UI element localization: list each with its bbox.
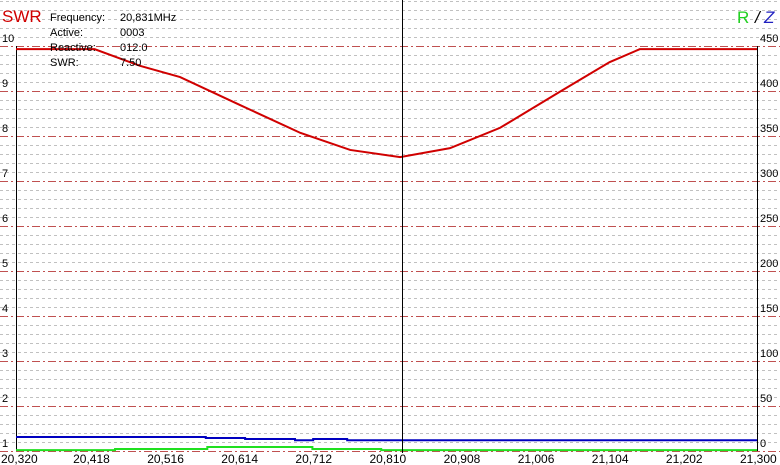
x-tick-label: 20,810 bbox=[370, 452, 407, 465]
z-axis-title: Z bbox=[763, 8, 775, 27]
readout-label: Active: bbox=[50, 27, 83, 39]
readout-label: Reactive: bbox=[50, 42, 96, 54]
x-tick-label: 20,712 bbox=[295, 452, 332, 465]
r-axis-title: R bbox=[737, 8, 749, 27]
y-left-tick-label: 6 bbox=[2, 213, 8, 225]
x-tick-label: 20,614 bbox=[221, 452, 258, 465]
y-right-tick-label: 200 bbox=[760, 258, 778, 270]
readout-label: Frequency: bbox=[50, 12, 105, 24]
y-right-tick-label: 450 bbox=[760, 33, 778, 45]
y-right-tick-label: 100 bbox=[760, 348, 778, 360]
y-right-tick-label: 0 bbox=[760, 438, 766, 450]
x-tick-label: 20,418 bbox=[73, 452, 110, 465]
y-left-tick-label: 1 bbox=[2, 438, 8, 450]
readout-value: 20,831MHz bbox=[120, 12, 176, 24]
axis-title-separator: / bbox=[754, 8, 762, 27]
readout-value: 012.0 bbox=[120, 42, 148, 54]
y-right-tick-label: 50 bbox=[760, 393, 772, 405]
y-right-tick-label: 150 bbox=[760, 303, 778, 315]
x-tick-label: 20,908 bbox=[444, 452, 481, 465]
x-tick-label: 21,202 bbox=[666, 452, 703, 465]
y-right-tick-label: 350 bbox=[760, 123, 778, 135]
series-line-2 bbox=[16, 446, 757, 452]
y-left-tick-label: 10 bbox=[2, 33, 14, 45]
x-tick-label: 21,006 bbox=[518, 452, 555, 465]
y-left-tick-label: 2 bbox=[2, 393, 8, 405]
y-right-tick-label: 250 bbox=[760, 213, 778, 225]
x-tick-label: 20,516 bbox=[147, 452, 184, 465]
series-line-1 bbox=[16, 435, 757, 442]
x-tick-label: 21,104 bbox=[592, 452, 629, 465]
readout-value: 0003 bbox=[120, 27, 144, 39]
readout-value: 7.50 bbox=[120, 57, 141, 69]
x-tick-label: 20,320 bbox=[1, 452, 38, 465]
y-right-tick-label: 400 bbox=[760, 78, 778, 90]
x-tick-label: 21,300 bbox=[740, 452, 777, 465]
series-line-0 bbox=[16, 48, 757, 159]
readout-label: SWR: bbox=[50, 57, 79, 69]
y-left-tick-label: 5 bbox=[2, 258, 8, 270]
y-left-tick-label: 3 bbox=[2, 348, 8, 360]
y-left-tick-label: 7 bbox=[2, 168, 8, 180]
y-left-tick-label: 8 bbox=[2, 123, 8, 135]
y-right-tick-label: 300 bbox=[760, 168, 778, 180]
swr-axis-title: SWR bbox=[2, 7, 42, 26]
y-left-tick-label: 4 bbox=[2, 303, 8, 315]
y-left-tick-label: 9 bbox=[2, 78, 8, 90]
